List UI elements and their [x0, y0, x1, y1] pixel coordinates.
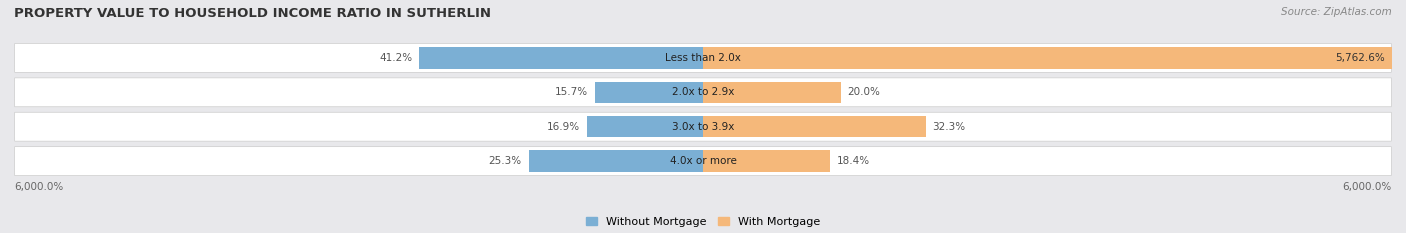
Bar [586, 116, 703, 137]
Bar [529, 151, 703, 172]
FancyBboxPatch shape [14, 44, 1392, 72]
FancyBboxPatch shape [14, 78, 1392, 107]
Text: 16.9%: 16.9% [547, 122, 579, 132]
Text: 25.3%: 25.3% [489, 156, 522, 166]
Text: 3.0x to 3.9x: 3.0x to 3.9x [672, 122, 734, 132]
Text: 15.7%: 15.7% [555, 87, 588, 97]
Text: 32.3%: 32.3% [932, 122, 966, 132]
Bar [703, 82, 841, 103]
Bar [703, 116, 925, 137]
Bar [419, 47, 703, 69]
Text: Less than 2.0x: Less than 2.0x [665, 53, 741, 63]
Text: 18.4%: 18.4% [837, 156, 870, 166]
FancyBboxPatch shape [14, 147, 1392, 175]
Bar [595, 82, 703, 103]
Text: 6,000.0%: 6,000.0% [1343, 182, 1392, 192]
Text: 6,000.0%: 6,000.0% [14, 182, 63, 192]
Bar [703, 47, 1406, 69]
Text: 2.0x to 2.9x: 2.0x to 2.9x [672, 87, 734, 97]
Text: Source: ZipAtlas.com: Source: ZipAtlas.com [1281, 7, 1392, 17]
Text: 41.2%: 41.2% [380, 53, 412, 63]
FancyBboxPatch shape [14, 112, 1392, 141]
Text: 4.0x or more: 4.0x or more [669, 156, 737, 166]
Text: 5,762.6%: 5,762.6% [1336, 53, 1385, 63]
Legend: Without Mortgage, With Mortgage: Without Mortgage, With Mortgage [582, 212, 824, 231]
Bar [703, 151, 830, 172]
Text: 20.0%: 20.0% [848, 87, 880, 97]
Text: PROPERTY VALUE TO HOUSEHOLD INCOME RATIO IN SUTHERLIN: PROPERTY VALUE TO HOUSEHOLD INCOME RATIO… [14, 7, 491, 20]
